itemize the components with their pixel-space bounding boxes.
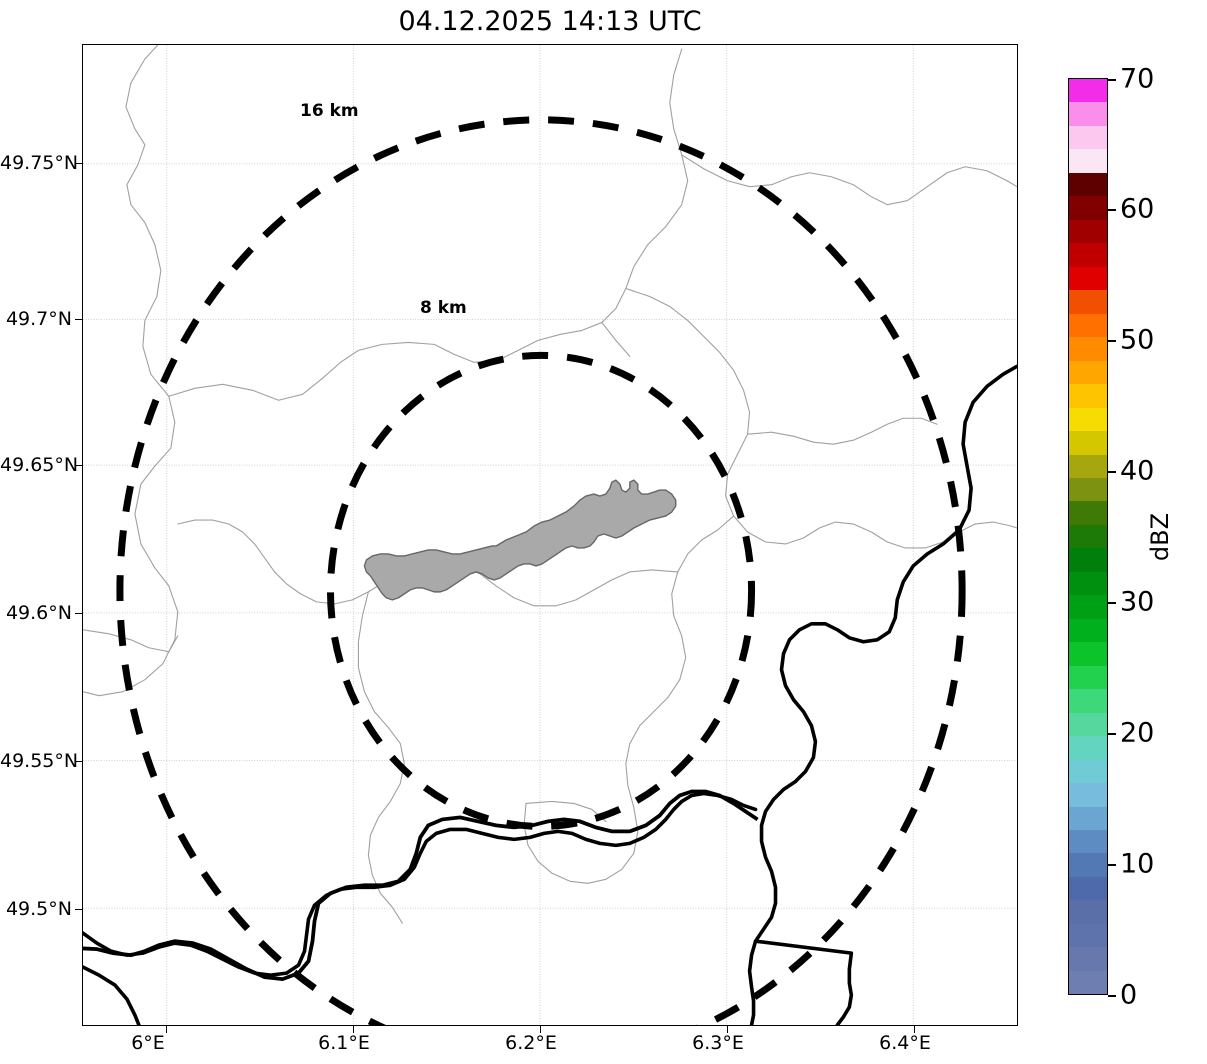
colorbar-band [1069, 477, 1107, 502]
colorbar-band [1069, 454, 1107, 478]
map-plot-area[interactable]: 16 km 8 km [82, 44, 1018, 1026]
y-tick-label-4: 49.55°N [0, 750, 79, 772]
x-tick-mark [166, 1026, 168, 1033]
x-tick-label-1: 6.1°E [318, 1032, 370, 1054]
colorbar-tick-mark [1108, 733, 1116, 735]
colorbar-band [1069, 618, 1107, 643]
colorbar-band [1069, 853, 1107, 877]
colorbar-tick-label-30: 30 [1120, 586, 1155, 618]
colorbar-band [1069, 172, 1107, 197]
colorbar-tick-mark [1108, 864, 1116, 866]
colorbar-tick-label-60: 60 [1120, 193, 1155, 225]
colorbar-tick-label-0: 0 [1120, 979, 1138, 1011]
colorbar-band [1069, 266, 1107, 291]
colorbar-tick-mark [1108, 602, 1116, 604]
x-tick-mark [353, 1026, 355, 1033]
colorbar-tick-mark [1108, 471, 1116, 473]
colorbar-band [1069, 431, 1107, 455]
colorbar-band [1069, 79, 1107, 103]
x-tick-mark [727, 1026, 729, 1033]
colorbar-tick-label-40: 40 [1120, 455, 1155, 487]
grid-lines [83, 45, 1017, 1025]
colorbar-band [1069, 501, 1107, 525]
y-tick-label-0: 49.75°N [0, 152, 79, 174]
colorbar-tick-label-70: 70 [1120, 63, 1155, 95]
colorbar-band [1069, 149, 1107, 173]
colorbar-band [1069, 290, 1107, 314]
x-tick-mark [540, 1026, 542, 1033]
y-tick-label-1: 49.7°N [5, 308, 72, 330]
page-title: 04.12.2025 14:13 UTC [398, 6, 702, 37]
y-tick-label-5: 49.5°N [5, 898, 72, 920]
colorbar-band [1069, 712, 1107, 737]
colorbar-band [1069, 524, 1107, 549]
range-ring-label-16km: 16 km [300, 101, 359, 121]
x-tick-mark [914, 1026, 916, 1033]
y-tick-mark [75, 909, 82, 911]
y-tick-label-3: 49.6°N [5, 602, 72, 624]
colorbar-band [1069, 736, 1107, 760]
colorbar-tick-mark [1108, 209, 1116, 211]
colorbar-band [1069, 759, 1107, 784]
colorbar-tick-mark [1108, 995, 1116, 997]
colorbar-band [1069, 806, 1107, 830]
colorbar-band [1069, 970, 1107, 995]
colorbar-tick-label-10: 10 [1120, 848, 1155, 880]
colorbar-band [1069, 783, 1107, 807]
y-tick-mark [75, 613, 82, 615]
colorbar-tick-mark [1108, 79, 1116, 81]
colorbar-band [1069, 595, 1107, 619]
x-tick-label-3: 6.3°E [692, 1032, 744, 1054]
y-tick-mark [75, 465, 82, 467]
colorbar-band [1069, 923, 1107, 948]
x-tick-label-0: 6°E [131, 1032, 165, 1054]
colorbar-band [1069, 665, 1107, 690]
x-tick-label-2: 6.2°E [505, 1032, 557, 1054]
x-tick-label-4: 6.4°E [879, 1032, 931, 1054]
south-border-detail [83, 789, 759, 982]
colorbar-band [1069, 642, 1107, 666]
range-ring-8km [326, 351, 756, 830]
colorbar-tick-label-50: 50 [1120, 324, 1155, 356]
colorbar-band [1069, 947, 1107, 971]
colorbar-axis-label: dBZ [1146, 512, 1174, 562]
highlighted-region-polygon [363, 479, 677, 601]
colorbar-band [1069, 102, 1107, 126]
range-ring-16km [116, 116, 966, 1025]
colorbar-band [1069, 876, 1107, 901]
map-canvas [83, 45, 1017, 1025]
colorbar-band [1069, 313, 1107, 338]
colorbar-band [1069, 830, 1107, 854]
colorbar-band [1069, 548, 1107, 572]
colorbar-tick-label-20: 20 [1120, 717, 1155, 749]
colorbar-band [1069, 219, 1107, 244]
y-tick-mark [75, 319, 82, 321]
y-tick-mark [75, 761, 82, 763]
colorbar-band [1069, 384, 1107, 408]
colorbar-band [1069, 360, 1107, 385]
colorbar-band [1069, 125, 1107, 150]
range-ring-label-8km: 8 km [420, 298, 467, 318]
y-tick-mark [75, 163, 82, 165]
colorbar-band [1069, 571, 1107, 596]
colorbar-band [1069, 196, 1107, 220]
colorbar-band [1069, 243, 1107, 267]
colorbar-band [1069, 689, 1107, 713]
y-tick-label-2: 49.65°N [0, 454, 79, 476]
admin-boundaries [83, 45, 1017, 924]
colorbar-tick-mark [1108, 340, 1116, 342]
range-rings [116, 116, 966, 1025]
colorbar-band [1069, 337, 1107, 361]
colorbar[interactable] [1068, 78, 1108, 995]
colorbar-band [1069, 407, 1107, 432]
colorbar-band [1069, 900, 1107, 924]
